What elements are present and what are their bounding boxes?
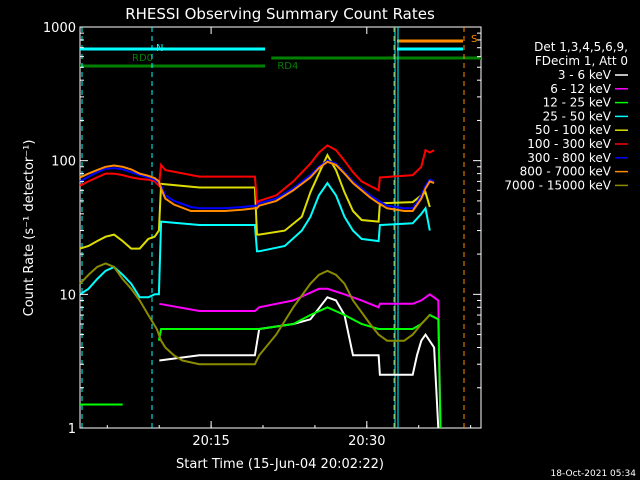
plot-frame xyxy=(79,26,482,429)
chart-title: RHESSI Observing Summary Count Rates xyxy=(125,5,435,23)
series-line-0 xyxy=(159,296,440,429)
x-axis: 20:15 20:30 xyxy=(106,27,472,449)
legend-label: 800 - 7000 keV xyxy=(520,165,612,179)
rd0-flag-label: RD0 xyxy=(132,53,153,64)
night-flag-label: N xyxy=(156,43,163,54)
legend-label: 12 - 25 keV xyxy=(543,96,612,110)
y-axis: 1 10 100 1000 xyxy=(43,21,481,437)
series-line-3 xyxy=(79,181,431,299)
y-axis-label: Count Rate (s⁻¹ detector⁻¹) xyxy=(22,140,37,317)
legend-header-2: FDecim 1, Att 0 xyxy=(535,54,628,68)
series-line-5 xyxy=(79,144,435,206)
series-line-2 xyxy=(80,306,442,429)
legend: Det 1,3,4,5,6,9, FDecim 1, Att 0 3 - 6 k… xyxy=(504,40,628,192)
legend-header-1: Det 1,3,4,5,6,9, xyxy=(534,40,628,54)
series-line-1 xyxy=(159,287,442,429)
x-axis-label: Start Time (15-Jun-04 20:02:22) xyxy=(176,457,384,472)
legend-label: 300 - 800 keV xyxy=(527,151,611,165)
y-tick-label: 100 xyxy=(51,155,76,170)
series-line-6 xyxy=(79,159,435,210)
timestamp: 18-Oct-2021 05:34 xyxy=(551,469,637,479)
x-tick-label: 20:30 xyxy=(348,434,385,449)
plot-area: N S RD0 RD4 xyxy=(79,26,482,429)
y-tick-label: 1 xyxy=(68,422,76,437)
series-line-7 xyxy=(79,160,435,212)
legend-label: 25 - 50 keV xyxy=(543,109,612,123)
x-tick-label: 20:15 xyxy=(192,434,229,449)
y-tick-label: 1000 xyxy=(43,21,76,36)
legend-label: 3 - 6 keV xyxy=(558,68,612,82)
y-tick-label: 10 xyxy=(59,288,76,303)
legend-label: 100 - 300 keV xyxy=(527,137,611,151)
legend-label: 7000 - 15000 keV xyxy=(504,178,611,192)
series-line-4 xyxy=(79,152,431,250)
legend-label: 6 - 12 keV xyxy=(550,82,612,96)
rd4-flag-label: RD4 xyxy=(277,61,298,72)
series-line-8 xyxy=(79,262,431,366)
legend-label: 50 - 100 keV xyxy=(535,123,612,137)
saa-flag-label: S xyxy=(471,34,477,45)
